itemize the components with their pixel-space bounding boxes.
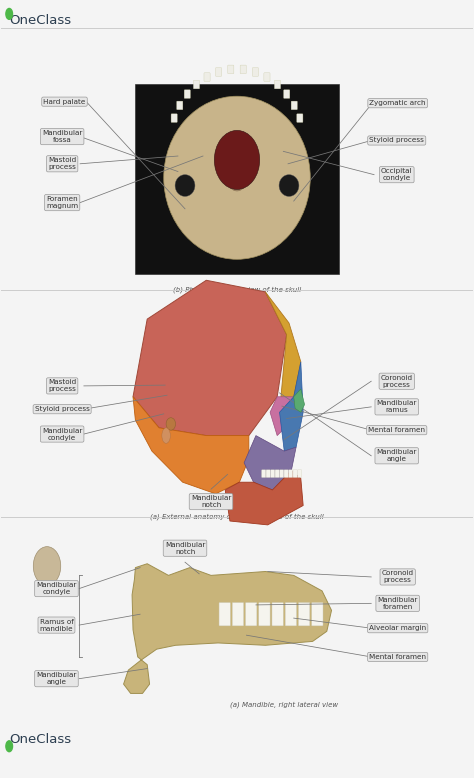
Circle shape	[6, 741, 12, 752]
Ellipse shape	[164, 96, 310, 259]
Ellipse shape	[33, 547, 61, 586]
FancyBboxPatch shape	[259, 603, 270, 626]
FancyBboxPatch shape	[240, 65, 246, 74]
FancyBboxPatch shape	[184, 89, 191, 98]
FancyBboxPatch shape	[293, 470, 297, 478]
Polygon shape	[270, 397, 294, 436]
Polygon shape	[265, 292, 301, 412]
Text: OneClass: OneClass	[9, 733, 71, 746]
FancyBboxPatch shape	[275, 470, 279, 478]
FancyBboxPatch shape	[177, 101, 183, 110]
FancyBboxPatch shape	[285, 603, 297, 626]
Text: Hard palate: Hard palate	[43, 99, 86, 105]
Text: Foramen
magnum: Foramen magnum	[46, 196, 78, 209]
FancyBboxPatch shape	[252, 68, 258, 76]
Text: OneClass: OneClass	[9, 14, 71, 27]
Text: Styloid process: Styloid process	[35, 406, 90, 412]
Text: Mandibular
angle: Mandibular angle	[376, 449, 417, 462]
FancyBboxPatch shape	[297, 114, 303, 122]
Text: Coronoid
process: Coronoid process	[381, 375, 413, 387]
Text: Mandibular
notch: Mandibular notch	[191, 495, 231, 508]
Text: Coronoid
process: Coronoid process	[382, 570, 414, 584]
FancyBboxPatch shape	[246, 603, 257, 626]
FancyBboxPatch shape	[204, 73, 210, 82]
FancyBboxPatch shape	[262, 470, 266, 478]
Text: Mandibular
notch: Mandibular notch	[165, 541, 205, 555]
FancyBboxPatch shape	[284, 470, 288, 478]
Circle shape	[6, 9, 12, 19]
Text: Mandibular
condyle: Mandibular condyle	[36, 582, 77, 595]
FancyBboxPatch shape	[271, 470, 275, 478]
Text: Mandibular
foramen: Mandibular foramen	[377, 597, 418, 610]
Polygon shape	[133, 280, 287, 436]
Ellipse shape	[166, 418, 175, 430]
FancyBboxPatch shape	[312, 603, 323, 626]
Polygon shape	[225, 471, 303, 525]
FancyBboxPatch shape	[299, 603, 310, 626]
FancyBboxPatch shape	[228, 65, 234, 74]
Text: Styloid process: Styloid process	[369, 138, 424, 143]
Ellipse shape	[214, 131, 260, 189]
FancyBboxPatch shape	[280, 470, 284, 478]
FancyBboxPatch shape	[272, 603, 283, 626]
Text: Mandibular
fossa: Mandibular fossa	[42, 130, 82, 143]
FancyBboxPatch shape	[289, 470, 293, 478]
Text: Mandibular
angle: Mandibular angle	[36, 672, 77, 685]
Text: (a) External anatomy of the right side of the skull: (a) External anatomy of the right side o…	[150, 513, 324, 520]
FancyBboxPatch shape	[232, 603, 244, 626]
Polygon shape	[124, 564, 331, 693]
FancyBboxPatch shape	[283, 89, 290, 98]
Text: Mandibular
condyle: Mandibular condyle	[42, 428, 82, 440]
Polygon shape	[133, 397, 249, 494]
Ellipse shape	[279, 174, 299, 196]
FancyBboxPatch shape	[266, 470, 270, 478]
FancyBboxPatch shape	[171, 114, 177, 122]
Ellipse shape	[175, 174, 195, 196]
Polygon shape	[280, 362, 303, 451]
FancyBboxPatch shape	[136, 84, 338, 274]
Ellipse shape	[228, 168, 246, 191]
Polygon shape	[244, 436, 296, 490]
Text: Alveolar margin: Alveolar margin	[369, 626, 426, 631]
FancyBboxPatch shape	[291, 101, 297, 110]
Text: Mandibular
ramus: Mandibular ramus	[376, 401, 417, 413]
FancyBboxPatch shape	[298, 470, 302, 478]
Text: (a) Mandible, right lateral view: (a) Mandible, right lateral view	[230, 701, 338, 708]
Text: (b) Photo of inferior view of the skull: (b) Photo of inferior view of the skull	[173, 286, 301, 293]
Text: Mental foramen: Mental foramen	[368, 427, 425, 433]
FancyBboxPatch shape	[264, 73, 270, 82]
Ellipse shape	[162, 428, 170, 443]
Polygon shape	[38, 582, 56, 593]
Text: Mastoid
process: Mastoid process	[48, 157, 76, 170]
Text: Zygomatic arch: Zygomatic arch	[369, 100, 426, 107]
Text: Mastoid
process: Mastoid process	[48, 380, 76, 392]
FancyBboxPatch shape	[219, 603, 230, 626]
FancyBboxPatch shape	[274, 80, 281, 89]
Text: Mental foramen: Mental foramen	[369, 654, 426, 660]
FancyBboxPatch shape	[216, 68, 222, 76]
Text: Ramus of
mandible: Ramus of mandible	[40, 619, 73, 632]
FancyBboxPatch shape	[193, 80, 200, 89]
Text: Occipital
condyle: Occipital condyle	[381, 168, 412, 181]
Polygon shape	[294, 389, 305, 412]
